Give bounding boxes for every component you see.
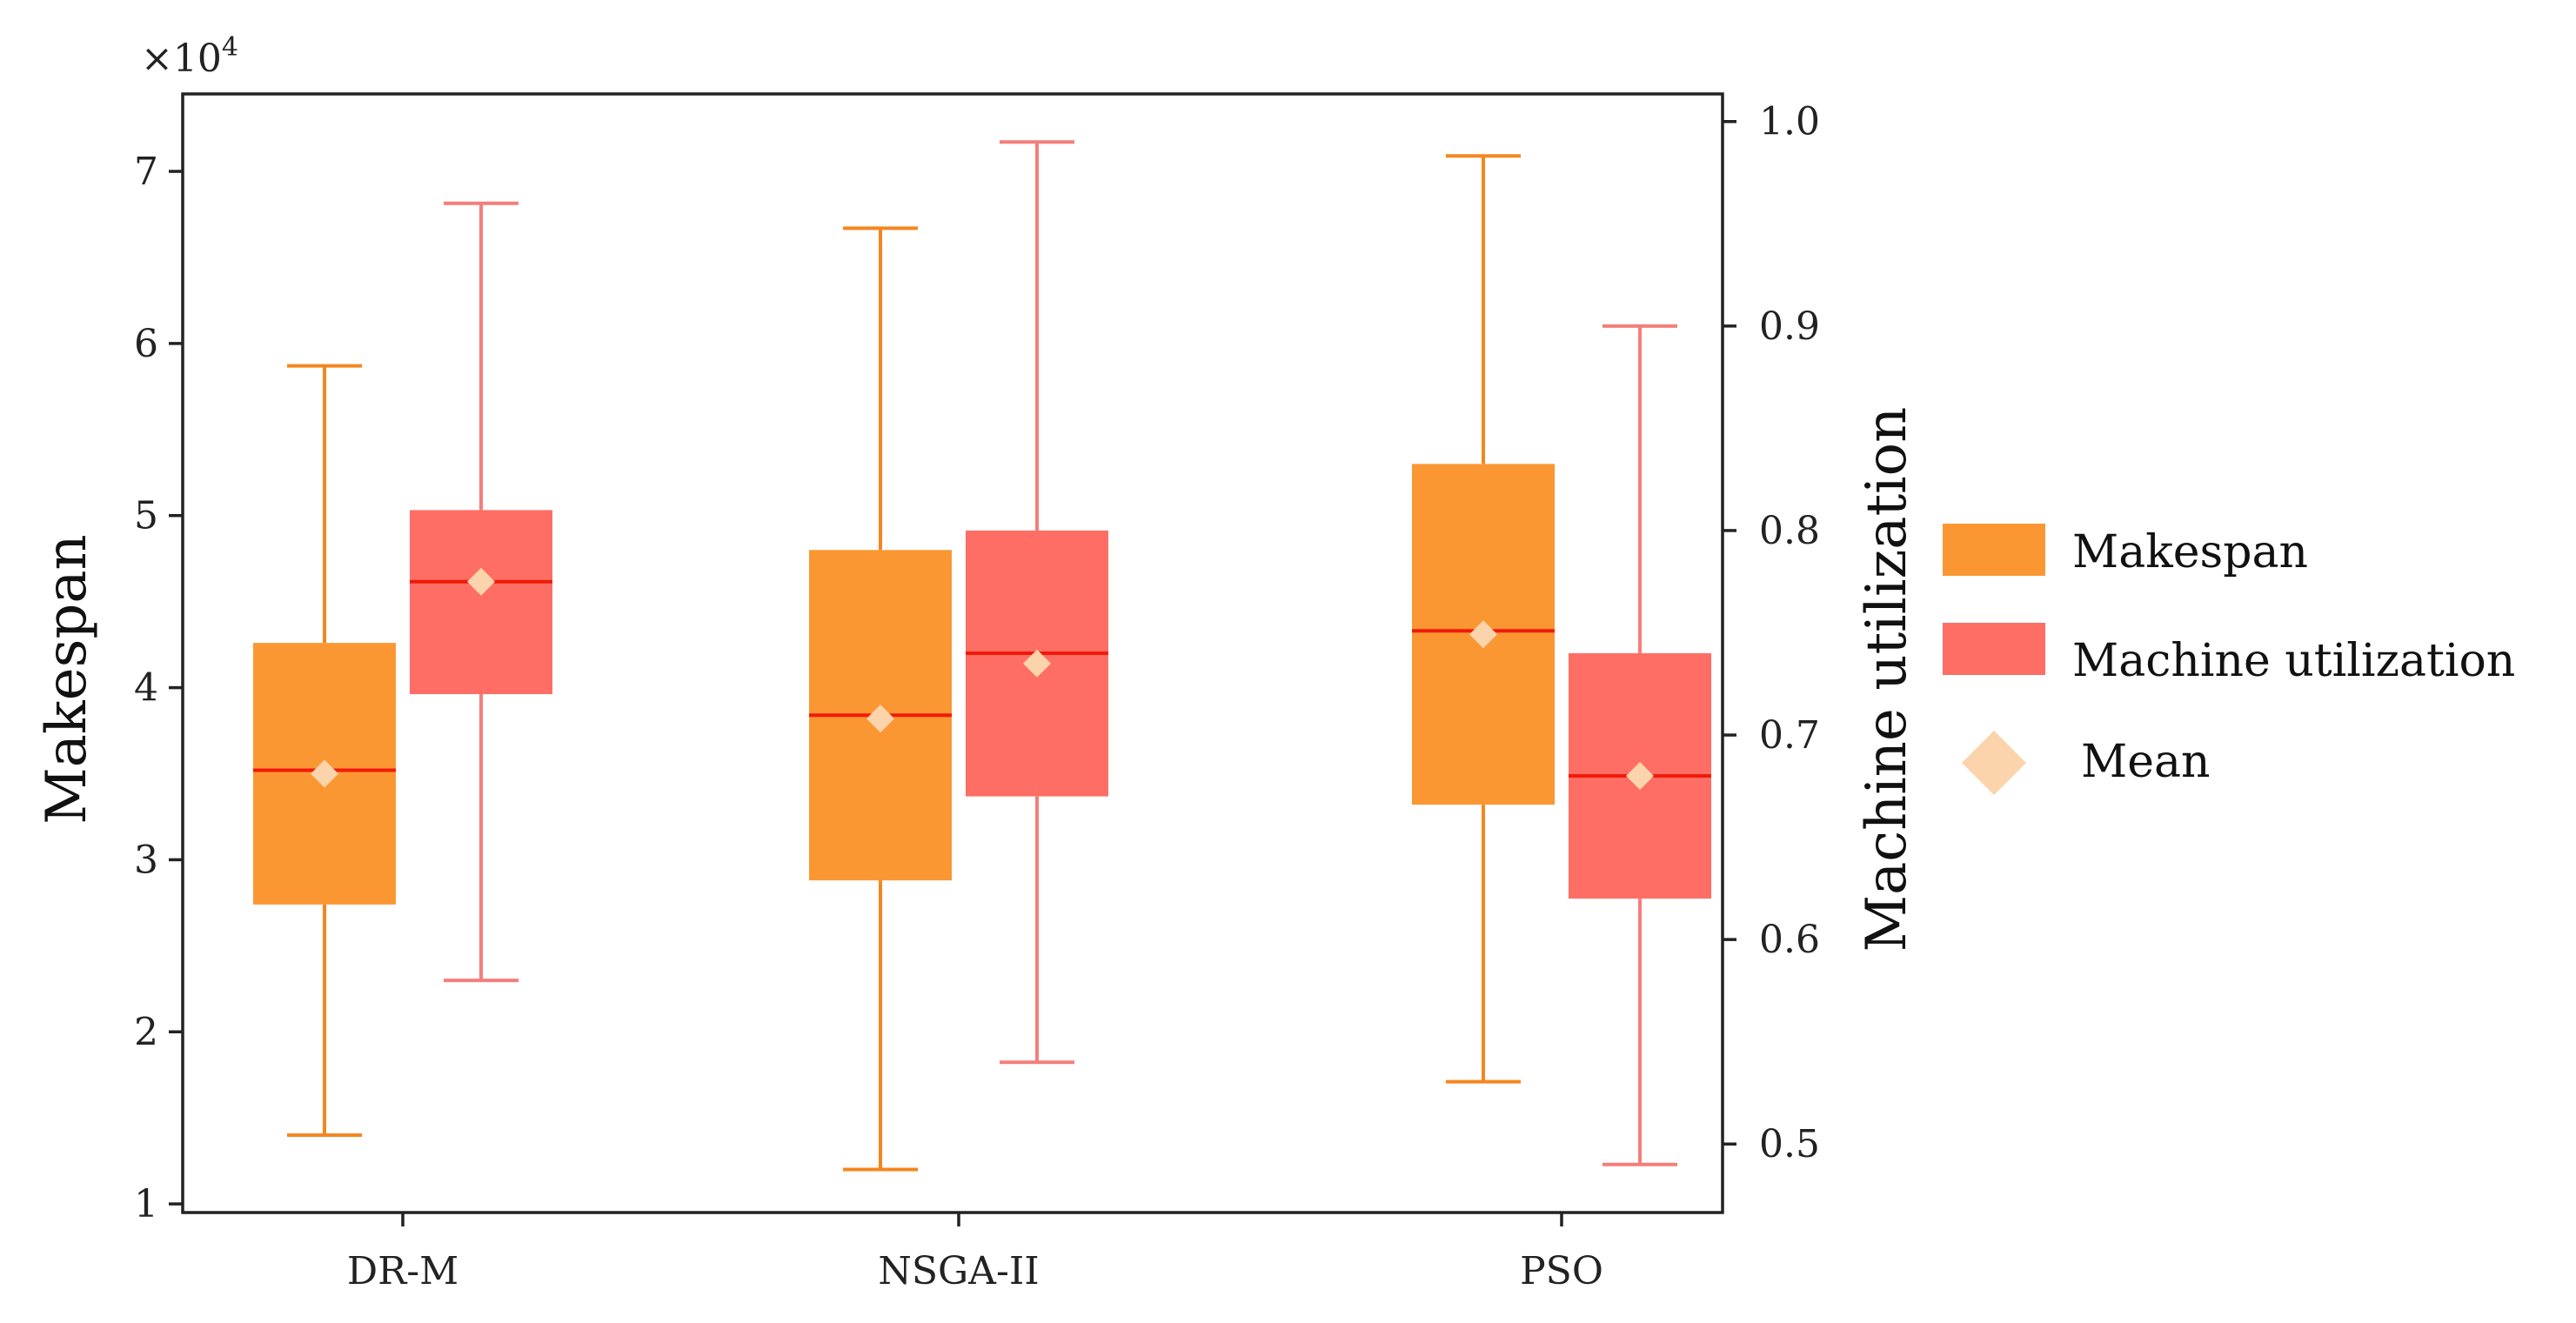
iqr-box [410, 510, 552, 695]
plot-area [253, 140, 1711, 1172]
right-tick-label: 0.7 [1759, 713, 1820, 758]
box-machine-utilization-dr-m [410, 201, 552, 983]
right-tick-label: 0.9 [1759, 304, 1820, 349]
mean-marker [467, 567, 495, 596]
right-tick-label: 0.5 [1759, 1122, 1820, 1166]
left-tick-label: 6 [134, 322, 158, 366]
x-tick-label: PSO [1520, 1249, 1603, 1293]
legend-label-mean: Mean [2081, 736, 2211, 788]
left-tick-label: 1 [134, 1182, 158, 1226]
left-tick-label: 7 [134, 150, 158, 194]
box-makespan-pso [1412, 154, 1555, 1084]
left-tick-label: 2 [134, 1010, 158, 1054]
legend: Makespan Machine utilization Mean [1943, 524, 2515, 795]
box-machine-utilization-nsga-ii [966, 140, 1108, 1065]
legend-label-makespan: Makespan [2072, 526, 2308, 578]
left-axis-multiplier: ×104 [141, 32, 238, 81]
box-makespan-nsga-ii [809, 226, 952, 1172]
right-tick-label: 0.8 [1759, 509, 1820, 553]
plot-frame [181, 92, 1724, 1214]
legend-swatch-machine-utilization [1943, 623, 2045, 675]
right-tick-label: 0.6 [1759, 918, 1820, 962]
legend-swatch-makespan [1943, 524, 2045, 576]
mean-marker [1469, 620, 1497, 649]
mean-marker [311, 759, 338, 788]
box-makespan-dr-m [253, 364, 396, 1137]
mean-marker [1626, 762, 1654, 791]
mean-marker [866, 705, 894, 733]
x-tick-label: NSGA-II [878, 1249, 1039, 1293]
left-tick-label: 4 [134, 666, 158, 711]
left-tick-label: 5 [134, 494, 158, 538]
legend-swatch-mean [1962, 731, 2026, 795]
right-tick-label: 1.0 [1759, 100, 1820, 144]
box-machine-utilization-pso [1569, 324, 1711, 1166]
legend-label-machine-utilization: Machine utilization [2072, 635, 2515, 687]
left-tick-label: 3 [134, 838, 158, 882]
multiplier-base: ×10 [141, 37, 222, 81]
x-tick-label: DR-M [347, 1249, 458, 1293]
right-axis-title: Machine utilization [1855, 407, 1919, 952]
mean-marker [1023, 649, 1051, 678]
multiplier-exponent: 4 [222, 32, 238, 63]
left-axis-title: Makespan [35, 534, 99, 825]
axes: 1234567×104Makespan0.50.60.70.80.91.0Mac… [35, 32, 1919, 1293]
